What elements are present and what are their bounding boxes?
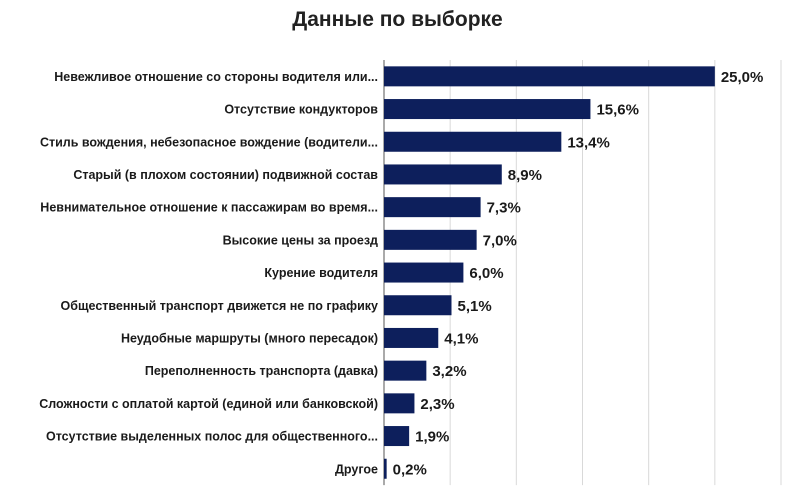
value-label: 15,6%: [596, 102, 639, 119]
value-label: 0,2%: [393, 461, 427, 478]
chart-title: Данные по выборке: [292, 8, 503, 31]
bar: [384, 66, 715, 87]
value-label: 2,3%: [420, 396, 454, 413]
bar: [384, 426, 410, 447]
category-label: Старый (в плохом состоянии) подвижной со…: [73, 168, 378, 182]
bar: [384, 99, 591, 120]
labels-layer: Невежливое отношение со стороны водителя…: [39, 69, 763, 478]
category-label: Другое: [335, 462, 378, 476]
bars-layer: [384, 66, 715, 479]
bar: [384, 131, 562, 152]
category-label: Невежливое отношение со стороны водителя…: [54, 70, 378, 84]
value-label: 4,1%: [444, 330, 478, 347]
value-label: 8,9%: [508, 167, 542, 184]
bar: [384, 262, 464, 283]
value-label: 7,0%: [483, 232, 517, 249]
bar: [384, 393, 415, 414]
category-label: Отсутствие выделенных полос для обществе…: [46, 430, 378, 444]
category-label: Высокие цены за проезд: [223, 233, 378, 247]
value-label: 3,2%: [432, 363, 466, 380]
category-label: Общественный транспорт движется не по гр…: [61, 299, 378, 313]
value-label: 7,3%: [487, 200, 521, 217]
bar: [384, 295, 452, 316]
bar: [384, 458, 387, 479]
bar: [384, 197, 481, 218]
category-label: Стиль вождения, небезопасное вождение (в…: [40, 135, 378, 149]
bar: [384, 229, 477, 250]
value-label: 1,9%: [415, 429, 449, 446]
value-label: 6,0%: [469, 265, 503, 282]
category-label: Невнимательное отношение к пассажирам во…: [40, 201, 378, 215]
bar: [384, 164, 502, 185]
bar: [384, 327, 439, 348]
category-label: Отсутствие кондукторов: [224, 103, 378, 117]
category-label: Сложности с оплатой картой (единой или б…: [39, 397, 378, 411]
value-label: 5,1%: [457, 298, 491, 315]
category-label: Неудобные маршруты (много пересадок): [121, 331, 378, 345]
category-label: Курение водителя: [264, 266, 378, 280]
category-label: Переполненность транспорта (давка): [145, 364, 378, 378]
bar: [384, 360, 427, 381]
value-label: 13,4%: [567, 134, 610, 151]
value-label: 25,0%: [721, 69, 764, 86]
